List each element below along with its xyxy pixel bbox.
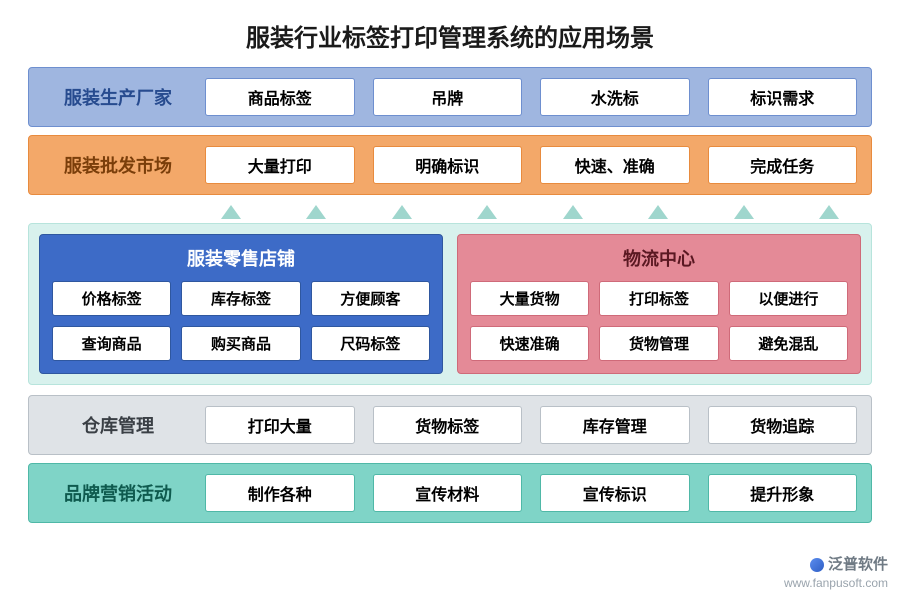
- chip: 水洗标: [540, 78, 690, 116]
- chip: 货物管理: [599, 326, 718, 361]
- panel-logistics: 物流中心 大量货物 打印标签 以便进行 快速准确 货物管理 避免混乱: [457, 234, 861, 374]
- chip: 库存标签: [181, 281, 300, 316]
- arrow-up-icon: [648, 205, 668, 219]
- row-items: 打印大量 货物标签 库存管理 货物追踪: [193, 406, 857, 444]
- arrow-up-icon: [221, 205, 241, 219]
- chip: 宣传材料: [373, 474, 523, 512]
- chip: 查询商品: [52, 326, 171, 361]
- panel-retail: 服装零售店铺 价格标签 库存标签 方便顾客 查询商品 购买商品 尺码标签: [39, 234, 443, 374]
- arrow-up-icon: [392, 205, 412, 219]
- chip: 快速、准确: [540, 146, 690, 184]
- chip: 打印大量: [205, 406, 355, 444]
- panel-header: 物流中心: [470, 245, 848, 271]
- chip: 库存管理: [540, 406, 690, 444]
- midband: 服装零售店铺 价格标签 库存标签 方便顾客 查询商品 购买商品 尺码标签 物流中…: [28, 223, 872, 385]
- chip: 大量货物: [470, 281, 589, 316]
- chip: 货物追踪: [708, 406, 858, 444]
- chip: 方便顾客: [311, 281, 430, 316]
- chip: 吊牌: [373, 78, 523, 116]
- row-header: 服装批发市场: [43, 152, 193, 178]
- arrow-up-icon: [477, 205, 497, 219]
- page-title: 服装行业标签打印管理系统的应用场景: [28, 18, 872, 53]
- chip: 货物标签: [373, 406, 523, 444]
- row-brand: 品牌营销活动 制作各种 宣传材料 宣传标识 提升形象: [28, 463, 872, 523]
- chip: 以便进行: [729, 281, 848, 316]
- chip: 明确标识: [373, 146, 523, 184]
- row-header: 品牌营销活动: [43, 480, 193, 506]
- row-items: 制作各种 宣传材料 宣传标识 提升形象: [193, 474, 857, 512]
- row-header: 仓库管理: [43, 412, 193, 438]
- arrow-up-icon: [306, 205, 326, 219]
- watermark: 泛普软件 www.fanpusoft.com: [784, 554, 888, 592]
- chip: 完成任务: [708, 146, 858, 184]
- chip: 打印标签: [599, 281, 718, 316]
- row-wholesale: 服装批发市场 大量打印 明确标识 快速、准确 完成任务: [28, 135, 872, 195]
- chip: 宣传标识: [540, 474, 690, 512]
- chip: 标识需求: [708, 78, 858, 116]
- chip: 购买商品: [181, 326, 300, 361]
- panel-header: 服装零售店铺: [52, 245, 430, 271]
- chip: 价格标签: [52, 281, 171, 316]
- chip: 尺码标签: [311, 326, 430, 361]
- chip: 大量打印: [205, 146, 355, 184]
- brand-url: www.fanpusoft.com: [784, 575, 888, 592]
- row-manufacturer: 服装生产厂家 商品标签 吊牌 水洗标 标识需求: [28, 67, 872, 127]
- chip: 制作各种: [205, 474, 355, 512]
- row-items: 商品标签 吊牌 水洗标 标识需求: [193, 78, 857, 116]
- chip: 商品标签: [205, 78, 355, 116]
- row-header: 服装生产厂家: [43, 84, 193, 110]
- arrow-up-icon: [563, 205, 583, 219]
- logo-icon: [810, 558, 824, 572]
- chip: 避免混乱: [729, 326, 848, 361]
- arrow-up-icon: [734, 205, 754, 219]
- brand-text: 泛普软件: [828, 554, 888, 575]
- arrow-up-icon: [819, 205, 839, 219]
- chip: 提升形象: [708, 474, 858, 512]
- chip: 快速准确: [470, 326, 589, 361]
- row-items: 大量打印 明确标识 快速、准确 完成任务: [193, 146, 857, 184]
- arrow-row: [28, 203, 872, 223]
- row-warehouse: 仓库管理 打印大量 货物标签 库存管理 货物追踪: [28, 395, 872, 455]
